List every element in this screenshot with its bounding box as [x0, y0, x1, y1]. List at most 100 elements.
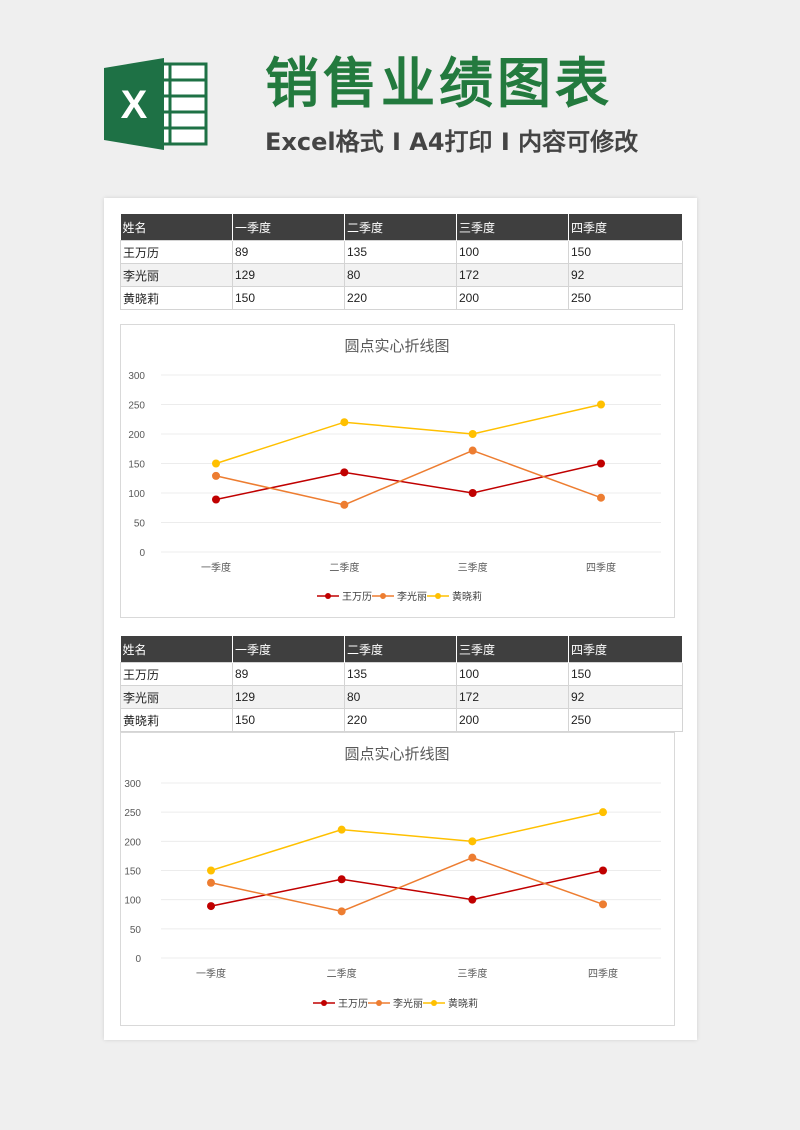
- table-cell[interactable]: 王万历: [120, 662, 233, 686]
- x-tick-label: 四季度: [586, 561, 616, 574]
- x-tick-label: 三季度: [457, 967, 487, 980]
- table-cell[interactable]: 129: [232, 685, 345, 709]
- header-cell: 姓名: [120, 214, 233, 241]
- table-cell[interactable]: 92: [568, 263, 683, 287]
- table-cell[interactable]: 李光丽: [120, 685, 233, 709]
- chart-title: 圆点实心折线图: [344, 338, 449, 355]
- line-chart-svg: 圆点实心折线图 0 50 100 150 200 250 300 一季度 二季度 三季度 四季度王万历…: [128, 338, 661, 603]
- legend-marker: [325, 593, 331, 599]
- table-row: 黄晓莉 150 220 200 250: [120, 286, 683, 310]
- table-header-row: 姓名 一季度 二季度 三季度 四季度: [120, 214, 683, 241]
- table-cell[interactable]: 92: [568, 685, 683, 709]
- table-cell[interactable]: 220: [344, 286, 457, 310]
- header-cell: 一季度: [232, 636, 345, 663]
- table-cell[interactable]: 135: [344, 662, 457, 686]
- x-tick-label: 一季度: [196, 967, 226, 980]
- series-line: [210, 811, 604, 872]
- data-point[interactable]: [599, 808, 607, 817]
- line-chart-1[interactable]: 圆点实心折线图 0 50 100 150 200 250 300 一季度 二季度 三季度 四季度 王万历…: [120, 324, 675, 618]
- table-cell[interactable]: 89: [232, 240, 345, 264]
- table-cell[interactable]: 王万历: [120, 240, 233, 264]
- x-tick-label: 二季度: [329, 561, 359, 574]
- page-subtitle: Excel格式 I A4打印 I 内容可修改: [265, 128, 639, 156]
- table-cell[interactable]: 172: [456, 685, 569, 709]
- table-row: 黄晓莉 150 220 200 250: [120, 708, 683, 732]
- data-point[interactable]: [599, 866, 607, 875]
- table-cell[interactable]: 黄晓莉: [120, 286, 233, 310]
- series-line: [210, 869, 604, 907]
- data-point[interactable]: [468, 895, 477, 904]
- legend-marker: [380, 593, 386, 599]
- header-cell: 二季度: [344, 214, 457, 241]
- table-cell[interactable]: 172: [456, 263, 569, 287]
- y-tick-label: 200: [128, 430, 145, 441]
- excel-icon: X: [104, 58, 208, 150]
- table-cell[interactable]: 80: [344, 263, 457, 287]
- y-tick-label: 0: [135, 954, 141, 965]
- y-tick-label: 100: [124, 896, 141, 907]
- x-tick-label: 四季度: [588, 967, 618, 980]
- data-point[interactable]: [468, 489, 477, 497]
- data-point[interactable]: [599, 900, 607, 909]
- table-cell[interactable]: 100: [456, 240, 569, 264]
- data-point[interactable]: [212, 471, 220, 480]
- data-point[interactable]: [212, 459, 220, 468]
- table-cell[interactable]: 150: [232, 286, 345, 310]
- data-point[interactable]: [468, 430, 477, 438]
- data-point[interactable]: [468, 853, 477, 862]
- series-line: [215, 462, 602, 501]
- x-tick-label: 二季度: [327, 967, 357, 980]
- data-point[interactable]: [597, 493, 605, 502]
- data-point[interactable]: [337, 825, 346, 834]
- table-cell[interactable]: 250: [568, 286, 683, 310]
- data-point[interactable]: [212, 495, 220, 504]
- sales-table: 姓名 一季度 二季度 三季度 四季度 王万历 89 135 100 150 李光…: [120, 214, 683, 310]
- table-cell[interactable]: 150: [232, 708, 345, 732]
- data-point[interactable]: [207, 878, 215, 887]
- table-cell[interactable]: 100: [456, 662, 569, 686]
- header-cell: 二季度: [344, 636, 457, 663]
- chart-title: 圆点实心折线图: [344, 746, 449, 763]
- data-point[interactable]: [340, 500, 349, 509]
- table-cell[interactable]: 129: [232, 263, 345, 287]
- legend-label: 黄晓莉: [448, 997, 478, 1010]
- data-point[interactable]: [340, 418, 349, 427]
- data-point[interactable]: [468, 837, 477, 846]
- legend-marker: [431, 1000, 437, 1006]
- table-cell[interactable]: 89: [232, 662, 345, 686]
- line-chart-2[interactable]: 圆点实心折线图 0 50 100 150 200 250 300 一季度 二季度 三季度 四季度 王万历…: [120, 732, 675, 1026]
- data-point[interactable]: [340, 468, 349, 477]
- header-cell: 四季度: [568, 636, 683, 663]
- table-cell[interactable]: 250: [568, 708, 683, 732]
- series-line: [215, 449, 602, 506]
- table-cell[interactable]: 200: [456, 286, 569, 310]
- y-tick-label: 50: [130, 925, 142, 936]
- data-point[interactable]: [207, 902, 215, 911]
- table-cell[interactable]: 200: [456, 708, 569, 732]
- series-line: [215, 403, 602, 465]
- y-tick-label: 250: [128, 401, 145, 412]
- y-tick-label: 300: [124, 779, 141, 790]
- data-point[interactable]: [337, 875, 346, 884]
- legend-label: 李光丽: [397, 590, 427, 603]
- table-cell[interactable]: 黄晓莉: [120, 708, 233, 732]
- table-cell[interactable]: 150: [568, 662, 683, 686]
- x-tick-label: 一季度: [201, 561, 231, 574]
- table-cell[interactable]: 135: [344, 240, 457, 264]
- legend-marker: [376, 1000, 382, 1006]
- y-tick-label: 0: [139, 548, 145, 559]
- table-cell[interactable]: 80: [344, 685, 457, 709]
- table-cell[interactable]: 150: [568, 240, 683, 264]
- table-cell[interactable]: 220: [344, 708, 457, 732]
- line-chart-svg: 圆点实心折线图 0 50 100 150 200 250 300 一季度 二季度 三季度 四季度王万历…: [124, 746, 661, 1010]
- data-point[interactable]: [337, 907, 346, 916]
- data-point[interactable]: [468, 446, 477, 455]
- legend-marker: [321, 1000, 327, 1006]
- data-point[interactable]: [597, 459, 605, 468]
- header-cell: 三季度: [456, 214, 569, 241]
- data-point[interactable]: [207, 866, 215, 875]
- y-tick-label: 300: [128, 371, 145, 382]
- y-tick-label: 150: [124, 867, 141, 878]
- data-point[interactable]: [597, 400, 605, 409]
- table-cell[interactable]: 李光丽: [120, 263, 233, 287]
